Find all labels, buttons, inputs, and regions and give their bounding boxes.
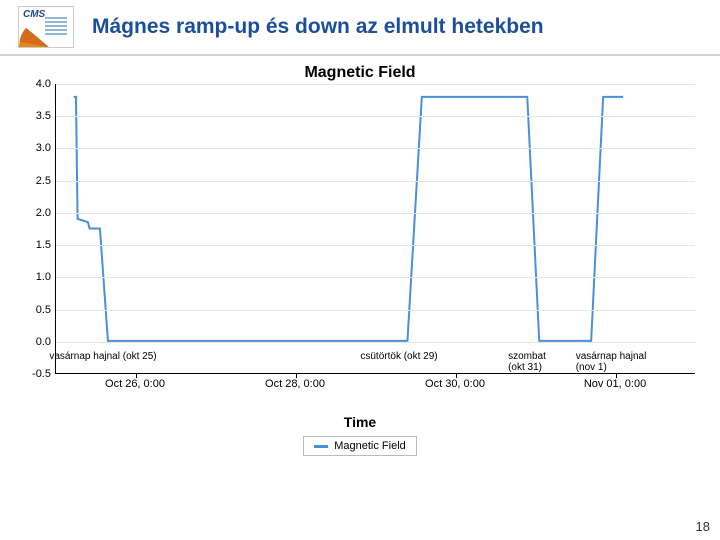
x-axis-label: Time — [15, 414, 705, 430]
y-tick-label: 1.5 — [15, 239, 51, 251]
y-tick-label: 0.0 — [15, 336, 51, 348]
x-tick-label: Oct 26, 0:00 — [105, 378, 165, 390]
legend-swatch — [314, 445, 328, 448]
chart-annotation: szombat(okt 31) — [508, 351, 546, 373]
x-tick-label: Oct 28, 0:00 — [265, 378, 325, 390]
y-tick-label: 0.5 — [15, 304, 51, 316]
chart-line — [56, 84, 695, 373]
x-tick-label: Nov 01, 0:00 — [584, 378, 646, 390]
y-tick-label: -0.5 — [15, 368, 51, 380]
chart-annotation: vasárnap hajnal(nov 1) — [576, 351, 647, 373]
chart-annotation: csütörtök (okt 29) — [360, 351, 437, 362]
y-tick-label: 4.0 — [15, 78, 51, 90]
page-title: Mágnes ramp-up és down az elmult hetekbe… — [92, 15, 544, 39]
page-number: 18 — [696, 519, 710, 534]
chart-annotation: vasárnap hajnal (okt 25) — [49, 351, 156, 362]
x-tick-label: Oct 30, 0:00 — [425, 378, 485, 390]
y-tick-label: 2.0 — [15, 207, 51, 219]
header: CMS Mágnes ramp-up és down az elmult het… — [0, 0, 720, 56]
chart-title: Magnetic Field — [15, 64, 705, 82]
chart: Magnetic Field -0.5 0.0 0.5 1.0 1.5 2.0 2.5 3.0… — [15, 64, 705, 456]
logo-wedge-icon — [19, 17, 49, 47]
y-tick-label: 2.5 — [15, 175, 51, 187]
y-tick-label: 3.5 — [15, 110, 51, 122]
chart-plot: -0.50.00.51.01.52.02.53.03.54.0Oct 26, 0… — [15, 84, 705, 394]
chart-legend: Magnetic Field — [303, 436, 417, 456]
y-tick-label: 1.0 — [15, 271, 51, 283]
legend-label: Magnetic Field — [334, 440, 406, 452]
plot-area — [55, 84, 695, 374]
cms-logo: CMS — [18, 6, 74, 48]
y-tick-label: 3.0 — [15, 142, 51, 154]
